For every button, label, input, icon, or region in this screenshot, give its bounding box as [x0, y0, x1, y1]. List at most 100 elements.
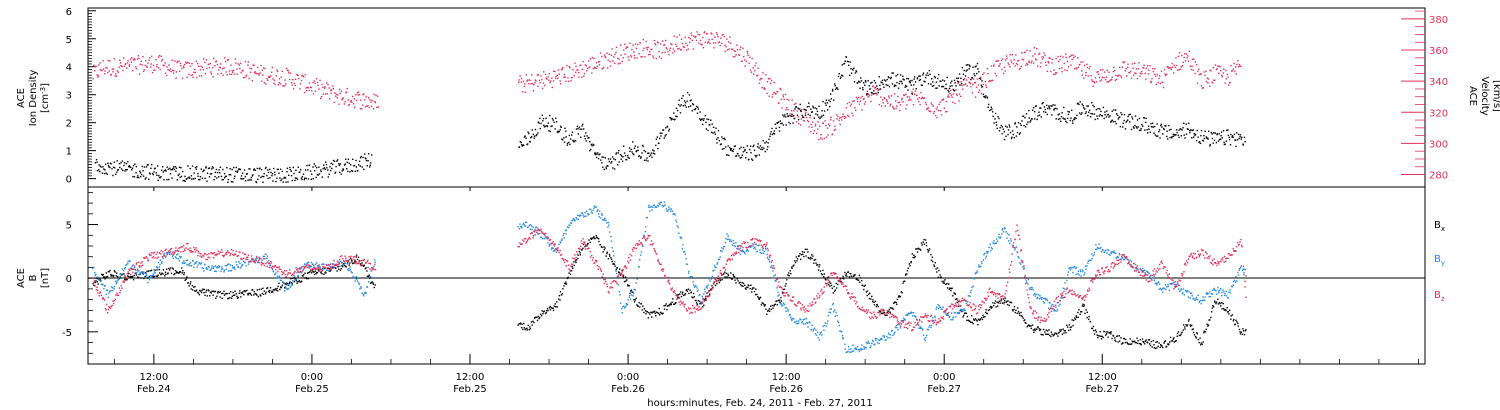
velocity-point — [1092, 85, 1094, 87]
density-point — [300, 177, 303, 179]
bx-point — [1169, 336, 1172, 339]
by-point — [655, 206, 658, 208]
velocity-point — [918, 101, 920, 103]
velocity-point — [912, 88, 914, 90]
velocity-point — [218, 69, 220, 71]
by-point — [294, 276, 296, 278]
velocity-point — [245, 74, 248, 76]
velocity-point — [222, 68, 224, 70]
by-point — [536, 229, 539, 231]
velocity-point — [1192, 69, 1195, 71]
by-point — [762, 249, 764, 251]
density-point — [705, 121, 707, 124]
density-point — [901, 82, 903, 85]
bx-point — [1153, 344, 1155, 346]
velocity-point — [532, 90, 535, 92]
density-point — [988, 109, 991, 112]
bx-point — [627, 285, 629, 287]
density-point — [650, 154, 652, 156]
density-point — [107, 164, 110, 167]
bx-point — [1237, 322, 1239, 325]
bx-point — [839, 278, 842, 280]
velocity-point — [982, 73, 984, 76]
bx-point — [132, 275, 134, 278]
by-point — [531, 225, 533, 227]
bx-point — [1124, 341, 1126, 344]
velocity-point — [941, 99, 943, 101]
by-point — [663, 201, 665, 203]
velocity-point — [1096, 71, 1098, 73]
bx-point — [280, 287, 282, 289]
bx-point — [678, 297, 680, 299]
density-point — [1008, 124, 1010, 126]
density-point — [103, 168, 105, 170]
density-point — [1131, 118, 1134, 120]
bx-point — [348, 264, 350, 266]
by-point — [109, 290, 111, 293]
bx-point — [573, 264, 575, 267]
density-point — [1239, 134, 1242, 136]
velocity-point — [988, 81, 990, 83]
density-point — [1078, 112, 1081, 114]
bx-point — [1112, 335, 1115, 337]
velocity-point — [137, 55, 140, 57]
density-point — [981, 80, 983, 82]
velocity-point — [1120, 76, 1123, 79]
bx-point — [1228, 309, 1231, 311]
bx-point — [801, 251, 804, 253]
velocity-point — [744, 65, 746, 67]
density-point — [859, 81, 861, 83]
by-point — [337, 261, 339, 263]
velocity-point — [341, 97, 344, 100]
velocity-point — [817, 121, 819, 123]
bx-point — [734, 279, 736, 281]
by-point — [344, 262, 346, 264]
bx-point — [363, 265, 365, 267]
density-point — [215, 168, 218, 171]
density-point — [102, 166, 104, 168]
velocity-point — [1153, 68, 1156, 70]
density-point — [953, 79, 956, 82]
density-point — [1227, 134, 1230, 137]
density-point — [1000, 124, 1002, 127]
bx-point — [923, 238, 925, 241]
velocity-point — [1212, 82, 1214, 84]
velocity-point — [563, 74, 566, 76]
density-point — [194, 177, 196, 180]
velocity-point — [769, 82, 772, 85]
density-point — [110, 163, 112, 165]
velocity-point — [1124, 61, 1126, 63]
density-point — [1227, 129, 1229, 131]
density-point — [1060, 116, 1063, 118]
bx-point — [780, 296, 782, 299]
density-point — [1174, 134, 1176, 136]
bx-point — [768, 308, 771, 310]
density-point — [805, 109, 807, 111]
density-point — [836, 87, 838, 89]
velocity-point — [677, 48, 679, 50]
velocity-point — [197, 63, 199, 65]
time-tick-label: 0:00 — [301, 372, 323, 383]
by-point — [597, 209, 599, 211]
bx-point — [563, 282, 566, 285]
density-point — [734, 145, 736, 147]
density-point — [184, 180, 186, 182]
velocity-point — [623, 43, 626, 46]
bx-point — [931, 256, 934, 258]
by-point — [685, 258, 687, 260]
velocity-point — [224, 60, 227, 63]
density-point — [313, 163, 315, 165]
bx-point — [244, 290, 246, 293]
density-point — [1057, 114, 1059, 116]
density-point — [1166, 130, 1168, 132]
bx-point — [845, 273, 848, 275]
velocity-point — [923, 97, 925, 99]
velocity-point — [167, 69, 169, 71]
by-point — [160, 262, 163, 264]
density-point — [765, 141, 768, 143]
bx-point — [1078, 309, 1080, 311]
by-point — [796, 322, 799, 325]
by-point — [349, 269, 352, 271]
bx-point — [634, 299, 636, 301]
velocity-point — [530, 83, 532, 85]
